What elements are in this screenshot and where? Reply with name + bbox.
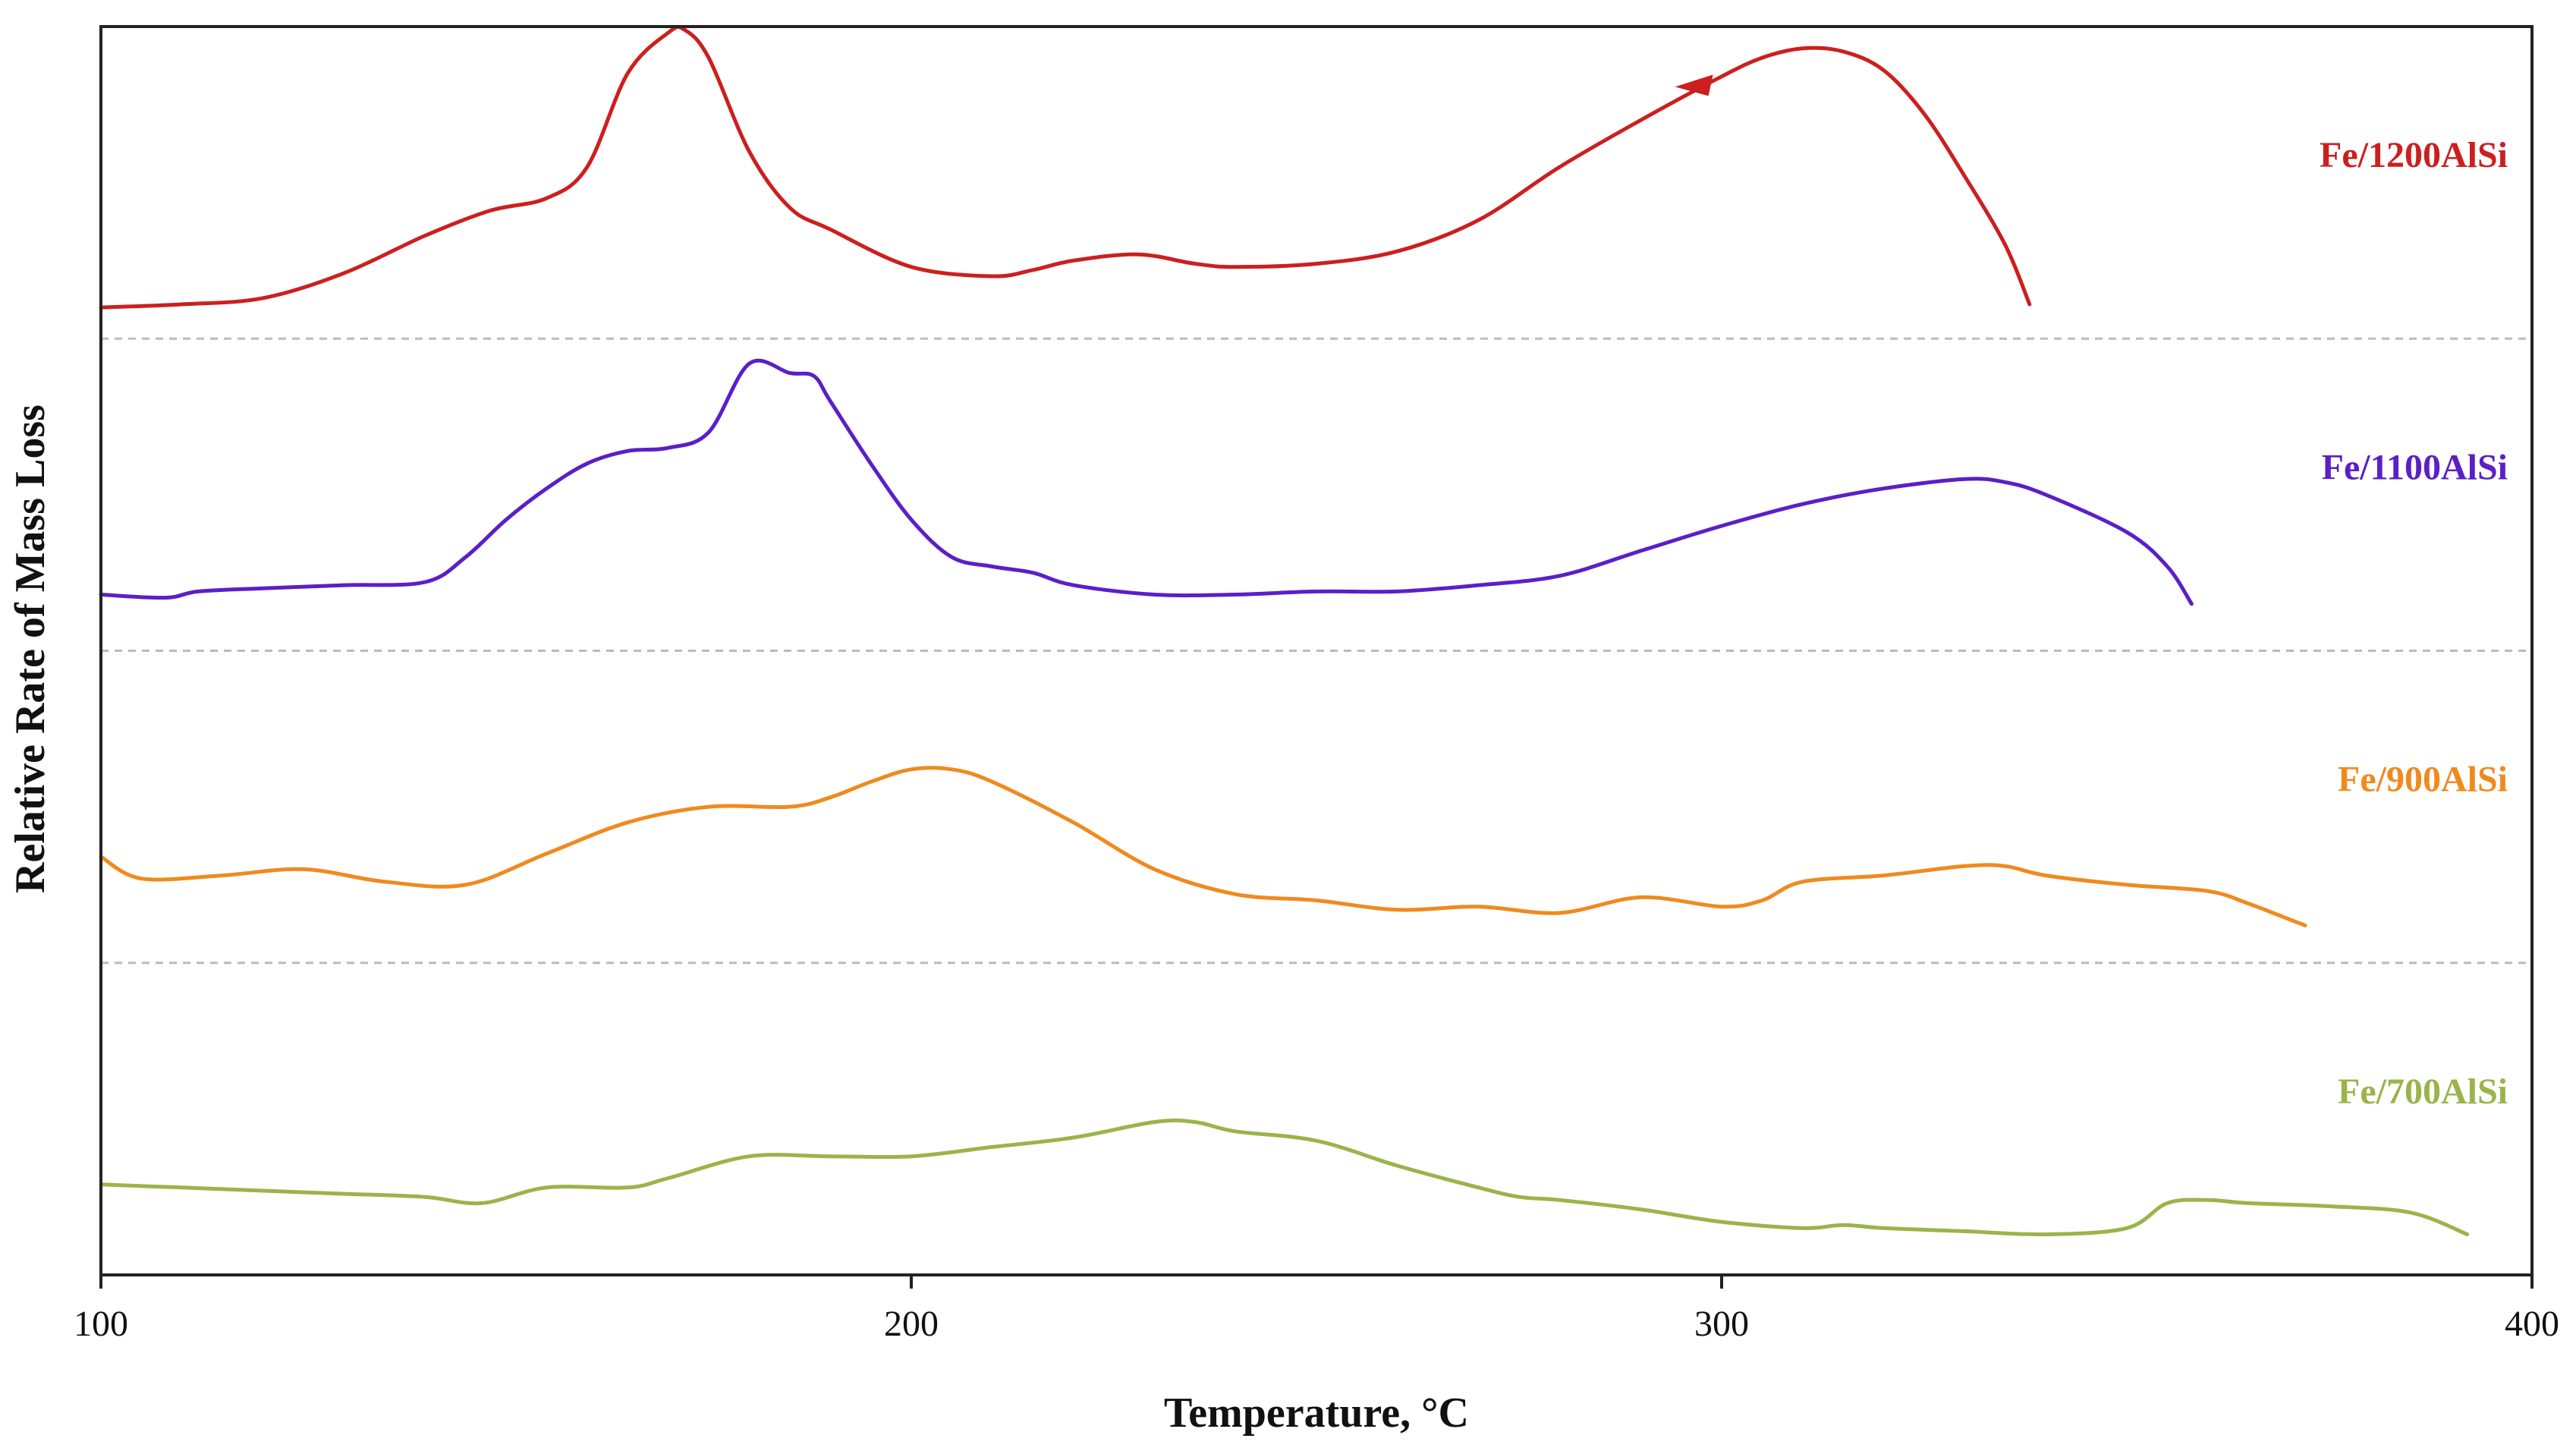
series-label-fe-900alsi: Fe/900AlSi	[2338, 760, 2508, 800]
series-lines	[99, 24, 2470, 1237]
x-axis-title: Temperature, °C	[1164, 1390, 1469, 1437]
x-tick-label-400: 400	[2505, 1304, 2559, 1344]
x-tick-label-300: 300	[1694, 1304, 1749, 1344]
series-line-fe-1200alsi	[99, 24, 2032, 310]
plot-frame	[99, 25, 2534, 1276]
y-axis-title: Relative Rate of Mass Loss	[7, 404, 54, 893]
series-line-fe-700alsi	[99, 1118, 2470, 1237]
series-label-fe-1100alsi: Fe/1100AlSi	[2322, 447, 2508, 487]
series-line-fe-1100alsi	[99, 358, 2194, 606]
x-tick-label-200: 200	[884, 1304, 939, 1344]
series-labels: Fe/1200AlSi Fe/1100AlSi Fe/900AlSi Fe/700Al…	[2320, 135, 2508, 1112]
series-label-fe-1200alsi: Fe/1200AlSi	[2320, 135, 2508, 175]
arrow-icon	[1675, 74, 1713, 96]
x-tick-label-100: 100	[74, 1304, 128, 1344]
series-line-fe-900alsi	[99, 766, 2307, 927]
series-label-fe-700alsi: Fe/700AlSi	[2338, 1072, 2508, 1112]
series-separator-lines	[101, 337, 2532, 965]
x-axis-ticks: 100 200 300 400	[74, 1275, 2559, 1344]
